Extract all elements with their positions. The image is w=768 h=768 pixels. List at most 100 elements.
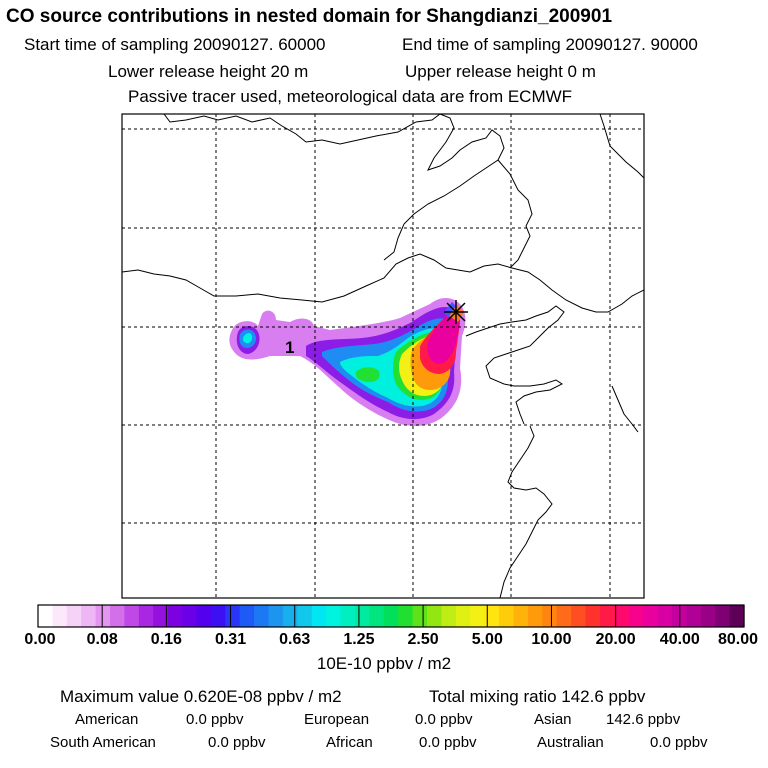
- colorbar-tick-label: 0.63: [279, 631, 311, 648]
- colorbar-cell: [124, 605, 140, 627]
- colorbar-cell: [138, 605, 154, 627]
- colorbar-tick-label: 2.50: [407, 631, 439, 648]
- colorbar-cell: [427, 605, 443, 627]
- lower-release-height-label: Lower release height 20 m: [108, 62, 309, 81]
- colorbar-cell: [527, 605, 543, 627]
- colorbar-cell: [686, 605, 702, 627]
- colorbar-cell: [340, 605, 356, 627]
- start-time-label: Start time of sampling 20090127. 60000: [24, 35, 326, 54]
- colorbar-tick-label: 40.00: [659, 631, 700, 648]
- colorbar-cell: [354, 605, 370, 627]
- colorbar-cell: [470, 605, 486, 627]
- colorbar-cell: [254, 605, 270, 627]
- colorbar-cell: [585, 605, 601, 627]
- source-african-value: 0.0 ppbv: [419, 734, 477, 751]
- colorbar-tick-label: 10.00: [531, 631, 572, 648]
- source-american-value: 0.0 ppbv: [186, 711, 244, 728]
- colorbar-cell: [153, 605, 169, 627]
- colorbar-cell: [282, 605, 298, 627]
- colorbar-cell: [326, 605, 342, 627]
- source-european-value: 0.0 ppbv: [415, 711, 473, 728]
- colorbar-cell: [268, 605, 284, 627]
- colorbar-cell: [383, 605, 399, 627]
- colorbar-tick-label: 80.00: [717, 631, 759, 648]
- source-european-name: European: [304, 711, 370, 728]
- colorbar-cell: [571, 605, 587, 627]
- side-marker: 1: [285, 338, 294, 357]
- colorbar-cell: [182, 605, 198, 627]
- colorbar-cell: [729, 605, 745, 627]
- colorbar-cell: [210, 605, 226, 627]
- colorbar-cell: [167, 605, 183, 627]
- source-american-name: American: [75, 711, 139, 728]
- colorbar-cell: [81, 605, 97, 627]
- colorbar-cell: [599, 605, 615, 627]
- colorbar-cell: [196, 605, 212, 627]
- colorbar-cell: [225, 605, 241, 627]
- colorbar-cell: [614, 605, 630, 627]
- end-time-label: End time of sampling 20090127. 90000: [402, 35, 698, 54]
- source-australian-name: Australian: [537, 734, 604, 751]
- colorbar-cell: [311, 605, 327, 627]
- colorbar-cell: [297, 605, 313, 627]
- colorbar-cell: [110, 605, 126, 627]
- colorbar-cell: [398, 605, 414, 627]
- colorbar-tick-label: 5.00: [471, 631, 503, 648]
- colorbar-cell: [369, 605, 385, 627]
- colorbar-cell: [542, 605, 558, 627]
- colorbar-cell: [628, 605, 644, 627]
- colorbar-cell: [643, 605, 659, 627]
- colorbar-cell: [484, 605, 500, 627]
- plume-level-4: [242, 328, 446, 407]
- gridlines: [122, 114, 644, 598]
- colorbar-tick-label: 0.00: [24, 631, 56, 648]
- source-asian-name: Asian: [534, 711, 572, 728]
- source-african-name: African: [326, 734, 373, 751]
- source-australian-value: 0.0 ppbv: [650, 734, 708, 751]
- colorbar-cell: [455, 605, 471, 627]
- yellow-sea-coast: [611, 385, 639, 433]
- plume-level-11: [444, 302, 456, 318]
- plume-level-9: [427, 312, 460, 364]
- total-mixing-ratio-label: Total mixing ratio 142.6 ppbv: [429, 687, 646, 706]
- concentration-field: [229, 298, 466, 426]
- colorbar-tick-label: 0.16: [150, 631, 182, 648]
- colorbar-cell: [499, 605, 515, 627]
- korea-coast: [497, 159, 533, 269]
- colorbar-cell: [441, 605, 457, 627]
- colorbar-tick-label: 0.08: [86, 631, 118, 648]
- northern-border: [163, 114, 441, 145]
- colorbar-tick-label: 20.00: [595, 631, 636, 648]
- east-coast: [599, 114, 644, 179]
- upper-release-height-label: Upper release height 0 m: [405, 62, 596, 81]
- receptor-marker: [444, 300, 468, 324]
- map-frame: [121, 113, 645, 599]
- source-asian-value: 142.6 ppbv: [606, 711, 681, 728]
- colorbar: [38, 605, 745, 627]
- chart-title: CO source contributions in nested domain…: [6, 6, 613, 27]
- colorbar-cell: [239, 605, 255, 627]
- colorbar-cell: [513, 605, 529, 627]
- colorbar-tick-label: 1.25: [343, 631, 375, 648]
- max-value-label: Maximum value 0.620E-08 ppbv / m2: [60, 687, 342, 706]
- colorbar-tick-label: 0.31: [214, 631, 247, 648]
- map-boundaries: [122, 114, 644, 598]
- colorbar-cell: [66, 605, 82, 627]
- source-south-american-name: South American: [50, 734, 156, 751]
- colorbar-cell: [38, 605, 54, 627]
- source-south-american-value: 0.0 ppbv: [208, 734, 266, 751]
- northeast-coast: [383, 114, 505, 261]
- colorbar-cell: [95, 605, 111, 627]
- northwest-border: [122, 253, 644, 313]
- colorbar-cell: [700, 605, 716, 627]
- southeast-coast: [499, 425, 553, 598]
- tracer-note: Passive tracer used, meteorological data…: [128, 87, 573, 106]
- colorbar-cell: [715, 605, 731, 627]
- colorbar-cell: [52, 605, 68, 627]
- colorbar-cell: [412, 605, 428, 627]
- colorbar-frame: [37, 604, 745, 628]
- colorbar-units: 10E-10 ppbv / m2: [316, 654, 452, 673]
- colorbar-cell: [556, 605, 572, 627]
- colorbar-cell: [657, 605, 673, 627]
